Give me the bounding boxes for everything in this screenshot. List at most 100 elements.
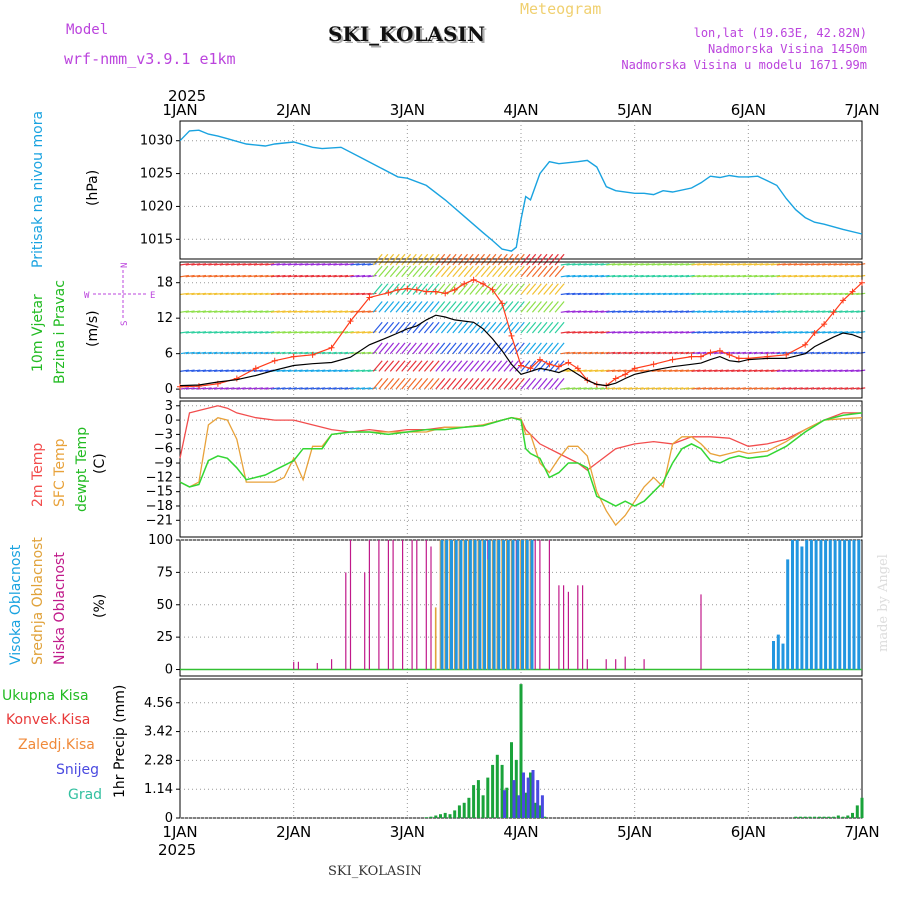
wind-gust-marker [290, 353, 297, 360]
wind-barb [526, 342, 537, 355]
wind-barb [697, 292, 707, 296]
wind-barb [299, 292, 309, 296]
wind-barb [219, 331, 229, 334]
cloud-bar-0 [411, 540, 413, 670]
wind-barb [339, 310, 349, 313]
wind-barb [731, 310, 741, 313]
wind-barb [680, 351, 690, 355]
temp-ytick-label: −12 [146, 470, 173, 485]
wind-barb [753, 331, 763, 334]
precip-total-bar [476, 780, 480, 818]
wind-barb [645, 292, 655, 296]
wind-barb [685, 274, 695, 278]
wind-barb [725, 310, 735, 313]
wind-barb [423, 342, 434, 355]
wind-barb [327, 274, 337, 278]
wind-barb [248, 387, 258, 390]
cloud-bar-2 [791, 540, 794, 670]
wind-barb [384, 265, 395, 278]
wind-barb [645, 331, 655, 334]
wind-barb [276, 292, 286, 296]
wind-barb [236, 263, 246, 266]
wind-barb [531, 342, 542, 355]
wind-gust-marker [271, 357, 278, 364]
wind-barb [531, 283, 542, 295]
cloud-bar-0 [577, 585, 579, 670]
wind-barb [197, 310, 207, 313]
wind-barb [663, 274, 673, 278]
wind-barb [816, 274, 826, 278]
cloud-bar-0 [605, 659, 607, 670]
wind-barb [526, 360, 537, 372]
temp-ylabel-mid: SFC Temp [52, 438, 68, 507]
wind-barb [475, 321, 485, 334]
cloud-bar-0 [548, 540, 550, 670]
cloud-bar-2 [506, 540, 510, 670]
cloud-bar-2 [440, 540, 444, 670]
precip-ytick-label: 0 [165, 811, 173, 826]
wind-panel: 0 6 12 18 [156, 253, 866, 399]
cloud-bar-2 [795, 540, 799, 670]
wind-barb [594, 292, 604, 296]
cloud-bar-2 [809, 540, 813, 670]
wind-barb [731, 274, 741, 278]
wind-barb [248, 263, 258, 266]
wind-barb [219, 387, 229, 390]
cloud-bar-2 [838, 540, 842, 670]
wind-barb [833, 292, 843, 296]
wind-gust-marker [536, 356, 543, 363]
wind-barb [469, 301, 480, 313]
wind-barb [480, 283, 491, 295]
cloud-bar-2 [833, 540, 837, 670]
wind-barb [435, 378, 446, 390]
wind-barb [736, 292, 746, 296]
wind-barb [265, 331, 275, 334]
wind-barb [736, 331, 746, 334]
wind-gust-marker [527, 365, 534, 372]
wind-barb [406, 378, 417, 390]
wind-barb [322, 263, 332, 266]
wind-barb [566, 387, 576, 390]
wind-barb [253, 387, 263, 390]
cloud-bar-0 [430, 546, 432, 670]
wind-barb [282, 331, 292, 334]
wind-barb [458, 301, 468, 313]
wind-barb [640, 387, 650, 390]
wind-barb [486, 301, 497, 313]
wind-barb [435, 265, 446, 278]
bottom-day-label: 1JAN [162, 823, 197, 841]
wind-barb [327, 310, 337, 313]
wind-barb [475, 378, 485, 390]
wind-barb [270, 274, 280, 278]
wind-barb [339, 263, 349, 266]
wind-barb [179, 263, 189, 266]
wind-barb [617, 274, 627, 278]
precip-total-bar [500, 764, 504, 818]
wind-barb [589, 351, 599, 355]
wind-barb [179, 310, 189, 313]
bottom-day-label: 4JAN [503, 823, 538, 841]
wind-barb [440, 321, 451, 334]
wind-barb [731, 331, 741, 334]
wind-barb [759, 310, 769, 313]
wind-barb [231, 292, 241, 296]
wind-barb [731, 292, 741, 296]
wind-barb [191, 292, 201, 296]
wind-barb [776, 274, 786, 278]
wind-barb [378, 301, 389, 313]
wind-barb [509, 321, 520, 334]
cloud-bar-0 [368, 540, 370, 670]
wind-barb [497, 283, 508, 295]
precip-total-bar [505, 787, 509, 818]
wind-barb [242, 274, 252, 278]
wind-barb [782, 369, 792, 372]
wind-barb [310, 310, 320, 313]
wind-barb [856, 292, 866, 296]
wind-barb [231, 263, 241, 266]
wind-barb [452, 321, 463, 334]
wind-barb [463, 360, 474, 372]
precip-total-bar [510, 742, 513, 818]
wind-barb [214, 387, 224, 390]
wind-barb [725, 331, 735, 334]
wind-gust-marker [233, 375, 240, 382]
